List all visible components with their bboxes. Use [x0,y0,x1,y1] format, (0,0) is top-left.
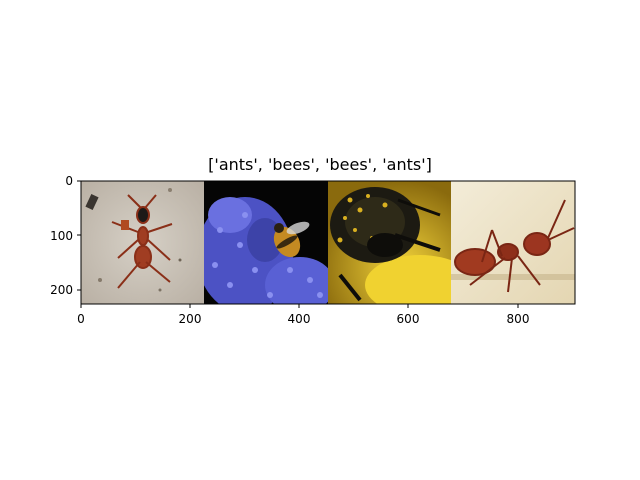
panel-bee-flowers [204,181,328,304]
panel-ant-sand [81,181,204,304]
x-axis: 0 200 400 600 800 [77,304,529,326]
x-tick-label: 800 [507,312,530,326]
x-tick-label: 200 [179,312,202,326]
x-tick-label: 400 [288,312,311,326]
x-tick-label: 0 [77,312,85,326]
y-tick-label: 100 [50,229,73,243]
y-tick-label: 200 [50,283,73,297]
x-tick-label: 600 [397,312,420,326]
ant-figure [111,194,173,289]
axes-frame [80,180,576,305]
ant-figure-2 [454,199,575,293]
figure-title: ['ants', 'bees', 'bees', 'ants'] [208,155,432,174]
y-tick-label: 0 [65,174,73,188]
y-axis: 0 100 200 [50,174,81,297]
panel-ant-cream [451,181,575,304]
panel-bee-closeup [328,181,451,304]
bee-figure [273,221,310,258]
